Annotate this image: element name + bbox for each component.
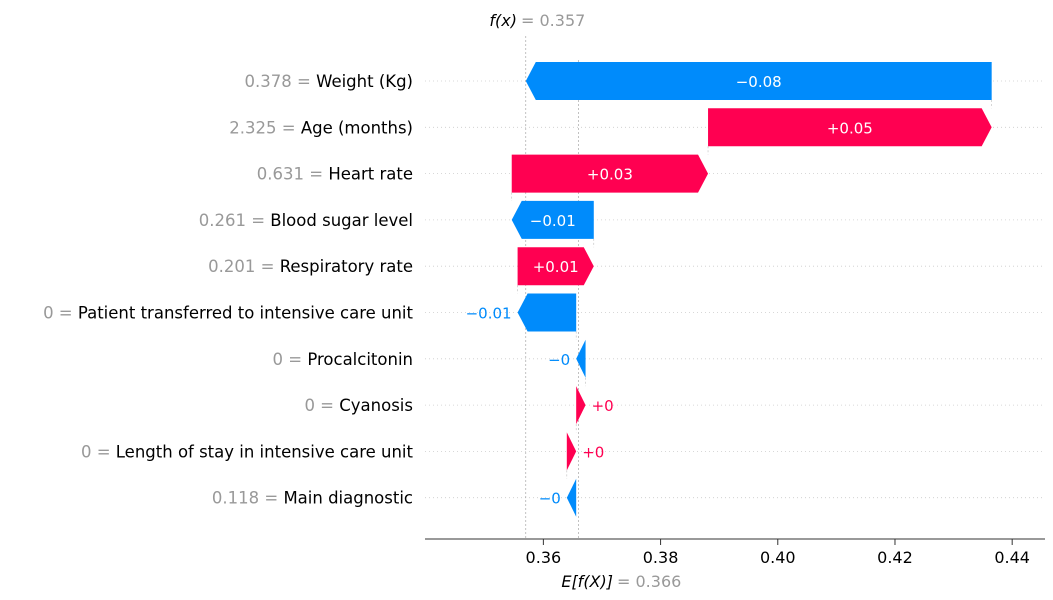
waterfall-bar (708, 108, 992, 147)
feature-equals-sign: = (283, 350, 307, 369)
bar-value-label: −0.08 (736, 73, 782, 91)
feature-labels: −0.08 0.378 = Weight (Kg) +0.05 2.325 = Age… (43, 72, 873, 508)
feature-name-text: Length of stay in intensive care unit (116, 442, 414, 461)
bar-value-label: +0.03 (587, 166, 633, 184)
feature-equals-sign: = (246, 211, 270, 230)
feature-equals-sign: = (315, 396, 339, 415)
x-tick-label: 0.44 (994, 548, 1030, 567)
feature-equals-sign: = (54, 304, 78, 323)
bar-value-label: −0.01 (466, 305, 512, 323)
feature-label: 0.378 = Weight (Kg) (245, 72, 413, 91)
waterfall-bar (566, 478, 577, 517)
feature-name-text: Cyanosis (339, 396, 413, 415)
feature-value-text: 0.631 (257, 165, 304, 184)
fx-label: f(x) (489, 11, 517, 30)
waterfall-bar (525, 62, 992, 100)
feature-value-text: 0 (81, 442, 92, 461)
feature-equals-sign: = (304, 165, 328, 184)
feature-value-text: 0.118 (212, 489, 259, 508)
base-value: = 0.366 (617, 572, 681, 591)
bar-value-label: −0 (548, 351, 570, 369)
bar-value-label: +0.05 (827, 119, 873, 137)
feature-name-text: Age (months) (301, 118, 413, 137)
feature-label: 0.631 = Heart rate (257, 165, 413, 184)
feature-value-text: 2.325 (229, 118, 276, 137)
feature-equals-sign: = (276, 118, 300, 137)
feature-name-text: Procalcitonin (307, 350, 413, 369)
feature-equals-sign: = (91, 442, 115, 461)
feature-name-text: Blood sugar level (270, 211, 413, 230)
bar-value-label: −0 (539, 490, 561, 508)
feature-label: 0 = Procalcitonin (273, 350, 414, 369)
feature-value-text: 0.201 (208, 257, 255, 276)
x-axis-ticks: 0.36 0.38 0.40 0.42 0.44 (526, 539, 1030, 567)
feature-label: 0.118 = Main diagnostic (212, 489, 413, 508)
feature-value-text: 0 (304, 396, 315, 415)
feature-label: 0 = Cyanosis (304, 396, 413, 415)
feature-name-text: Patient transferred to intensive care un… (78, 304, 414, 323)
feature-equals-sign: = (255, 257, 279, 276)
x-tick-label: 0.38 (643, 548, 679, 567)
waterfall-bar (576, 386, 586, 425)
feature-label: 2.325 = Age (months) (229, 118, 413, 137)
x-tick-label: 0.40 (760, 548, 796, 567)
waterfall-bar (511, 154, 709, 193)
feature-name-text: Weight (Kg) (316, 72, 413, 91)
feature-value-text: 0.378 (245, 72, 292, 91)
feature-name-text: Heart rate (328, 165, 413, 184)
bars (511, 62, 992, 517)
feature-equals-sign: = (292, 72, 316, 91)
x-tick-label: 0.42 (877, 548, 913, 567)
x-tick-label: 0.36 (526, 548, 562, 567)
bar-value-label: +0 (582, 443, 604, 461)
bar-value-label: +0 (592, 397, 614, 415)
waterfall-bar (576, 339, 586, 378)
bar-value-label: +0.01 (533, 258, 579, 276)
feature-value-text: 0 (43, 304, 54, 323)
waterfall-bar (566, 432, 577, 471)
feature-label: 0 = Length of stay in intensive care uni… (81, 442, 414, 461)
fx-value: = 0.357 (521, 11, 585, 30)
feature-label: 0 = Patient transferred to intensive car… (43, 304, 413, 323)
feature-equals-sign: = (259, 489, 283, 508)
feature-name-text: Main diagnostic (283, 489, 413, 508)
base-label: E[f(X)] (561, 572, 613, 591)
waterfall-bar (511, 200, 594, 239)
feature-value-text: 0 (273, 350, 284, 369)
feature-value-text: 0.261 (199, 211, 246, 230)
feature-label: 0.201 = Respiratory rate (208, 257, 413, 276)
bar-value-label: −0.01 (530, 212, 576, 230)
feature-label: 0.261 = Blood sugar level (199, 211, 413, 230)
waterfall-bar (517, 247, 594, 286)
feature-name-text: Respiratory rate (280, 257, 413, 276)
waterfall-bar (517, 293, 577, 332)
reference-lines (511, 36, 992, 539)
